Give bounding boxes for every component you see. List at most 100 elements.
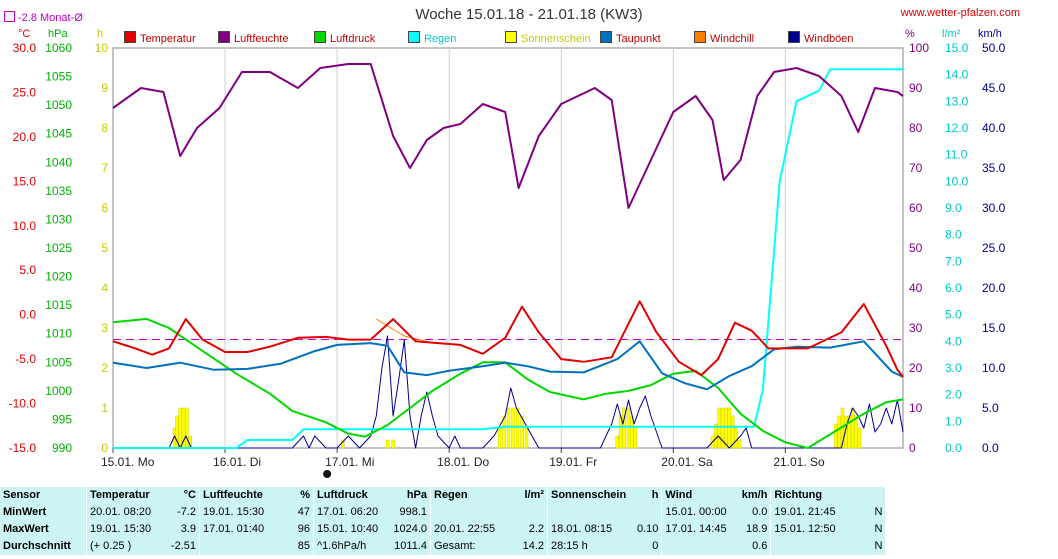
stats-cell: 19.01. 21:45 (771, 504, 868, 521)
stats-cell: 18.01. 08:15 (548, 521, 634, 538)
rain-tick-label: 5.0 (945, 308, 962, 322)
website-link[interactable]: www.wetter-pfalzen.com (900, 7, 1020, 19)
sunshine-tick-label: 6 (101, 201, 108, 215)
pressure-tick-label: 1060 (45, 41, 72, 55)
pressure-tick-label: 1005 (45, 355, 72, 369)
pressure-tick-label: 1050 (45, 98, 72, 112)
day-label: 17.01. Mi (325, 455, 374, 469)
rain-tick-label: 10.0 (945, 174, 969, 188)
humidity-tick-label: 80 (909, 121, 923, 135)
stats-cell (431, 504, 517, 521)
stats-cell: 1024.0 (390, 521, 430, 538)
temperature-tick-label: -5.0 (15, 352, 36, 366)
legend-taupunkt: Taupunkt (600, 31, 661, 45)
sunshine-bar (185, 407, 189, 449)
stats-cell: 15.01. 12:50 (771, 521, 868, 538)
stats-header-pressure: Luftdruck (314, 487, 390, 504)
pressure-tick-label: 995 (52, 412, 72, 426)
wind-tick-label: 15.0 (982, 321, 1006, 335)
stats-header-sensor: Sensor (0, 487, 86, 504)
pressure-tick-label: 1010 (45, 327, 72, 341)
monthly-average-text: -2.8 Monat-Ø (18, 12, 83, 24)
stats-header-wind: Wind (662, 487, 739, 504)
humidity-tick-label: 60 (909, 201, 923, 215)
sunshine-bar (737, 439, 742, 449)
temperature-tick-label: 30.0 (13, 41, 37, 55)
stats-cell: 14.2 (517, 538, 547, 555)
stats-cell: 20.01. 22:55 (431, 521, 517, 538)
stats-cell: 18.9 (738, 521, 771, 538)
stats-cell: 85 (291, 538, 313, 555)
legend-swatch (124, 31, 136, 43)
stats-header-rain: Regen (431, 487, 517, 504)
sunshine-bar (622, 407, 626, 449)
stats-cell: 17.01. 06:20 (314, 504, 390, 521)
stats-cell: 19.01. 15:30 (200, 504, 291, 521)
sunshine-bar (854, 415, 858, 449)
stats-cell: 0.6 (738, 538, 771, 555)
sunshine-tick-label: 7 (101, 161, 108, 175)
stats-cell: 28:15 h (548, 538, 634, 555)
sunshine-bar (524, 427, 529, 449)
sunshine-bar (837, 415, 841, 449)
humidity-tick-label: 40 (909, 281, 923, 295)
stats-header-row: Sensor Temperatur °C Luftfeuchte % Luftd… (0, 487, 1058, 504)
rain-tick-label: 7.0 (945, 254, 962, 268)
wind-tick-label: 20.0 (982, 281, 1006, 295)
sunshine-bar (391, 439, 395, 449)
rain-tick-label: 9.0 (945, 201, 962, 215)
stats-cell: -2.51 (165, 538, 199, 555)
wind-tick-label: 45.0 (982, 81, 1006, 95)
legend-windboeen: Windböen (788, 31, 854, 45)
rain-tick-label: 12.0 (945, 121, 969, 135)
temperature-tick-label: 15.0 (13, 174, 37, 188)
stats-cell (200, 538, 291, 555)
temperature-tick-label: -10.0 (9, 397, 37, 411)
sunshine-bar (502, 415, 506, 449)
wind-tick-label: 40.0 (982, 121, 1006, 135)
rain-tick-label: 2.0 (945, 388, 962, 402)
stats-cell: N (867, 521, 886, 538)
sunshine-tick-label: 9 (101, 81, 108, 95)
rain-tick-label: 11.0 (945, 148, 968, 162)
rain-tick-label: 15.0 (945, 41, 969, 55)
sunshine-bar (847, 415, 851, 449)
stats-cell: 1011.4 (390, 538, 430, 555)
temperature-tick-label: 0.0 (19, 308, 36, 322)
humidity-tick-label: 30 (909, 321, 923, 335)
series-luftdruck-line (112, 317, 904, 449)
sunshine-bar (385, 439, 390, 449)
legend-swatch (314, 31, 326, 43)
weather-chart: 15.01. Mo 16.01. Di 17.01. Mi 18.01. Do 19.0… (9, 41, 1006, 478)
stats-cell: 47 (291, 504, 313, 521)
series-regen-line (113, 68, 903, 449)
pressure-tick-label: 1020 (45, 270, 72, 284)
stats-cell: N (867, 504, 886, 521)
stats-cell: 2.2 (517, 521, 547, 538)
sunshine-bar (520, 415, 524, 449)
sunshine-bar (178, 407, 182, 449)
legend-swatch (505, 31, 517, 43)
stats-row-label: MaxWert (0, 521, 86, 538)
sunshine-bar (506, 407, 511, 449)
sunshine-bar (497, 427, 502, 449)
stats-cell: 15.01. 00:00 (662, 504, 739, 521)
pressure-tick-label: 1045 (45, 127, 72, 141)
day-label: 19.01. Fr (549, 455, 597, 469)
stats-header-pressure-unit: hPa (390, 487, 430, 504)
series-temperatur-line (112, 300, 904, 378)
wind-tick-label: 25.0 (982, 241, 1006, 255)
stats-header-temperature: Temperatur (87, 487, 165, 504)
rain-tick-label: 4.0 (945, 334, 962, 348)
sunshine-bar (633, 427, 637, 449)
pressure-tick-label: 990 (52, 441, 72, 455)
rain-tick-label: 3.0 (945, 361, 962, 375)
stats-row-max: MaxWert 19.01. 15:30 3.9 17.01. 01:40 96 1… (0, 521, 1058, 538)
sunshine-bar (857, 427, 862, 449)
sunshine-tick-label: 2 (101, 361, 108, 375)
stats-row-average: Durchschnitt (+ 0.25 ) -2.51 85 ^1.6hPa/h… (0, 538, 1058, 555)
sunshine-bar (724, 407, 728, 449)
statistics-table: Sensor Temperatur °C Luftfeuchte % Luftd… (0, 487, 1058, 555)
sunshine-bar (626, 407, 631, 449)
day-label: 15.01. Mo (101, 455, 155, 469)
